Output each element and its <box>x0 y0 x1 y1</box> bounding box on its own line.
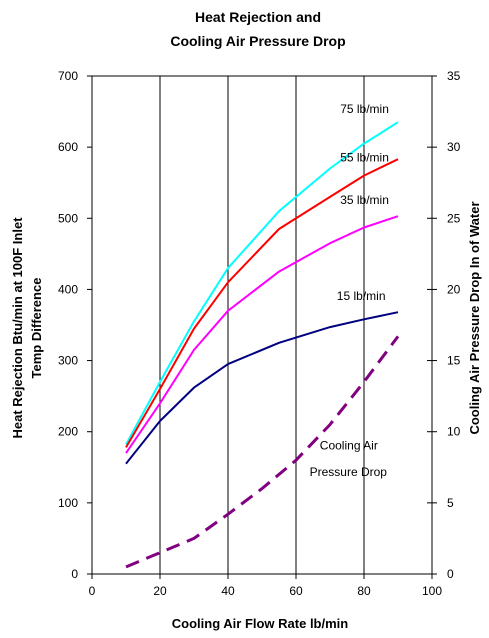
x-tick-label: 40 <box>221 584 235 598</box>
y-tick-label: 400 <box>58 282 78 296</box>
y-axis-title-line-2: Temp Difference <box>29 278 44 379</box>
annotation-label: 55 lb/min <box>340 150 389 164</box>
y-tick-label: 100 <box>58 496 78 510</box>
chart-title: Heat Rejection and Cooling Air Pressure … <box>170 9 345 49</box>
y2-tick-label: 15 <box>447 354 461 368</box>
annotation-label: 75 lb/min <box>340 102 389 116</box>
y2-tick-label: 5 <box>447 496 454 510</box>
x-tick-label: 60 <box>289 584 303 598</box>
y2-tick-label: 20 <box>447 282 461 296</box>
series-line-15-lb-min <box>125 311 399 465</box>
y2-tick-label: 0 <box>447 567 454 581</box>
x-axis-title: Cooling Air Flow Rate lb/min <box>172 616 349 631</box>
y-tick-label: 600 <box>58 140 78 154</box>
y-tick-label: 300 <box>58 354 78 368</box>
series-line-cooling-air-pressure-drop <box>125 335 400 569</box>
grid <box>159 76 365 574</box>
series-line-55-lb-min <box>125 158 399 448</box>
x-tick-label: 80 <box>357 584 371 598</box>
y-axis-title-line-1: Heat Rejection Btu/min at 100F Inlet <box>10 217 25 439</box>
y2-tick-label: 10 <box>447 425 461 439</box>
y-tick-label: 200 <box>58 425 78 439</box>
y-tick-label: 700 <box>58 69 78 83</box>
annotation-label: 15 lb/min <box>337 289 386 303</box>
y-tick-label: 0 <box>71 567 78 581</box>
series-lines <box>125 121 400 569</box>
annotations: 75 lb/min 55 lb/min 35 lb/min 15 lb/min Cool… <box>310 102 389 479</box>
y-tick-label: 500 <box>58 211 78 225</box>
y2-tick-label: 35 <box>447 69 461 83</box>
x-tick-label: 0 <box>89 584 96 598</box>
series-line-75-lb-min <box>125 121 399 445</box>
chart-title-line-1: Heat Rejection and <box>195 9 321 25</box>
y2-tick-label: 25 <box>447 211 461 225</box>
y2-axis-title: Cooling Air Pressure Drop In of Water <box>467 201 482 434</box>
x-tick-label: 20 <box>153 584 167 598</box>
axis-ticks: 0 20 40 60 80 100 0 100 200 300 400 500 600 700 0 5 10 15… <box>58 69 461 598</box>
plot-frame <box>91 75 433 575</box>
annotation-label: 35 lb/min <box>340 193 389 207</box>
x-tick-label: 100 <box>422 584 442 598</box>
annotation-label: Cooling Air <box>320 439 378 453</box>
y2-tick-label: 30 <box>447 140 461 154</box>
chart-title-line-2: Cooling Air Pressure Drop <box>170 33 345 49</box>
series-line-35-lb-min <box>125 215 399 454</box>
annotation-label: Pressure Drop <box>310 465 388 479</box>
